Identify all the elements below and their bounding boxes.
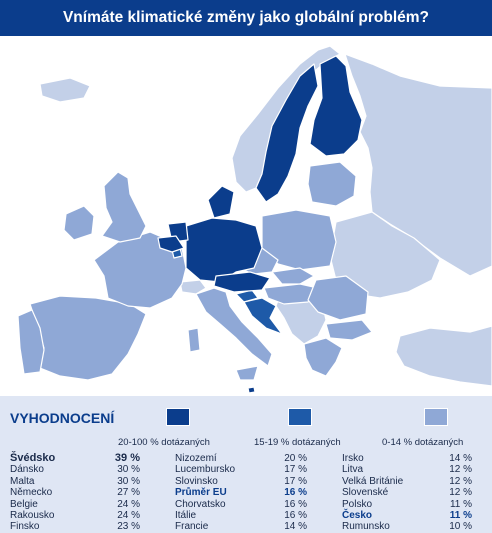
list-item: Rakousko 24 % <box>10 510 140 522</box>
swatch-mid <box>288 408 312 426</box>
country-germany <box>185 217 263 283</box>
list-item: Švédsko 39 % <box>10 452 140 464</box>
map-title: Vnímáte klimatické změny jako globální p… <box>62 9 430 26</box>
list-item: Finsko 23 % <box>10 521 140 533</box>
list-item: Belgie 24 % <box>10 498 140 510</box>
country-bulgaria <box>325 319 373 341</box>
country-belgium <box>157 235 185 253</box>
island-sicily <box>235 365 259 381</box>
eu-average-row: Průměr EU 16 % <box>175 487 307 499</box>
list-item: Slovinsko 17 % <box>175 475 307 487</box>
swatch-high <box>166 408 190 426</box>
list-item: Slovenské 12 % <box>342 487 472 499</box>
country-sweden <box>255 63 319 203</box>
title-bar: Vnímáte klimatické změny jako globální p… <box>0 0 492 36</box>
list-item: Lucembursko 17 % <box>175 464 307 476</box>
country-hungary <box>263 283 319 305</box>
list-item: Francie 14 % <box>175 521 307 533</box>
country-finland <box>309 55 363 157</box>
country-column-3: Irsko 14 % Litva 12 % Velká Británie 12 % S… <box>342 453 472 533</box>
list-item: Litva 12 % <box>342 464 472 476</box>
country-croatia <box>243 297 283 335</box>
country-switzerland <box>179 279 207 295</box>
country-belarus-ukraine <box>329 211 441 299</box>
list-item: Chorvatsko 16 % <box>175 498 307 510</box>
country-ireland <box>63 205 95 241</box>
country-column-2: Nizozemí 20 % Lucembursko 17 % Slovinsko 17… <box>175 453 307 533</box>
list-item: Velká Británie 12 % <box>342 475 472 487</box>
czechia-row: Česko 11 % <box>342 510 472 522</box>
europe-map <box>0 36 492 396</box>
legend-label-low: 0-14 % dotázaných <box>382 437 464 448</box>
country-baltics <box>307 161 357 207</box>
list-item: Itálie 16 % <box>175 510 307 522</box>
country-romania <box>307 275 369 321</box>
country-denmark <box>207 185 235 219</box>
country-uk <box>101 171 147 243</box>
legend-heading: VYHODNOCENÍ <box>10 410 115 426</box>
country-slovakia <box>271 267 315 285</box>
island-sardinia <box>187 327 201 353</box>
country-malta <box>247 386 256 394</box>
country-italy <box>195 287 273 367</box>
list-item: Dánsko 30 % <box>10 464 140 476</box>
country-greece <box>303 337 343 377</box>
list-item: Rumunsko 10 % <box>342 521 472 533</box>
country-portugal <box>17 309 45 375</box>
legend-panel: VYHODNOCENÍ 20-100 % dotázaných 15-19 % … <box>0 396 492 533</box>
country-austria <box>213 271 271 293</box>
list-item: Polsko 11 % <box>342 498 472 510</box>
swatch-low <box>424 408 448 426</box>
map-svg <box>0 36 492 396</box>
list-item: Nizozemí 20 % <box>175 453 307 464</box>
list-item: Irsko 14 % <box>342 453 472 464</box>
country-iceland <box>39 77 91 103</box>
country-turkey <box>395 325 492 387</box>
list-item: Německo 27 % <box>10 487 140 499</box>
legend-label-mid: 15-19 % dotázaných <box>254 437 341 448</box>
country-column-1: Švédsko 39 % Dánsko 30 % Malta 30 % Německo… <box>10 452 140 533</box>
legend-label-high: 20-100 % dotázaných <box>118 437 210 448</box>
list-item: Malta 30 % <box>10 475 140 487</box>
